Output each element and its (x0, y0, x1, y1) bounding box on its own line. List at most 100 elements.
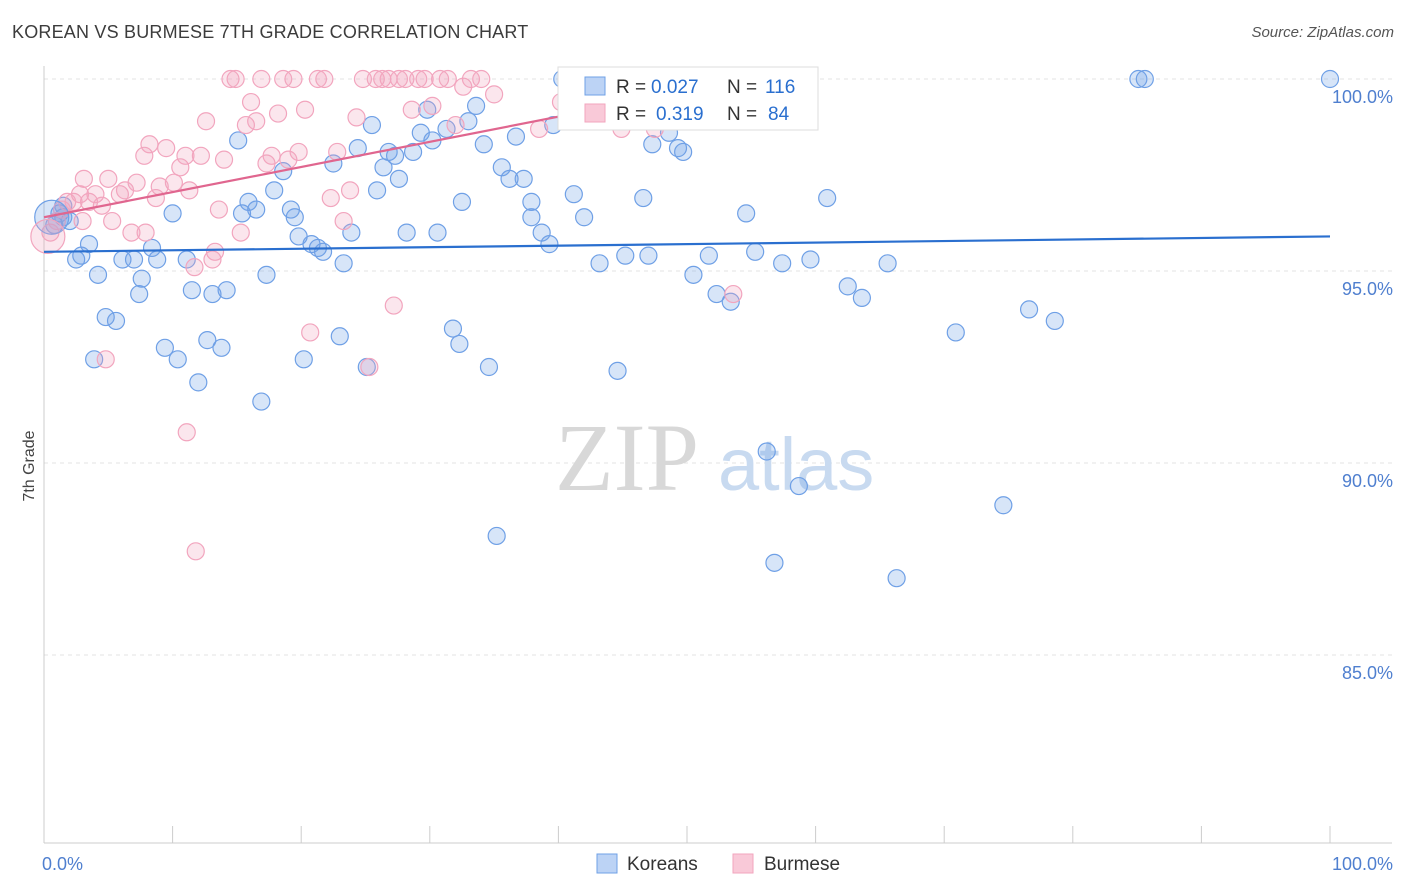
burmese-point-22 (171, 158, 190, 177)
koreans-point-44 (330, 327, 349, 346)
watermark-atlas: atlas (718, 423, 874, 506)
koreans-point-33 (257, 265, 276, 284)
koreans-point-100 (789, 476, 808, 496)
burmese-point-78 (96, 350, 115, 369)
burmese-point-44 (289, 142, 308, 162)
koreans-point-97 (757, 442, 776, 461)
koreans-point-111 (1129, 69, 1148, 89)
burmese-point-52 (340, 181, 360, 200)
burmese-point-70 (461, 69, 481, 89)
burmese-point-20 (157, 139, 176, 158)
koreans-point-73 (514, 169, 533, 188)
koreans-point-83 (608, 361, 627, 380)
burmese-point-10 (99, 169, 118, 188)
burmese-point-17 (140, 135, 159, 154)
burmese-n-label: N = (727, 104, 757, 125)
burmese-point-69 (454, 77, 473, 96)
koreans-point-16 (142, 238, 162, 258)
burmese-point-11 (103, 211, 122, 231)
koreans-n-value: 116 (765, 77, 795, 98)
burmese-point-33 (231, 223, 250, 242)
legend-koreans-label: Koreans (627, 854, 698, 875)
koreans-point-37 (285, 208, 304, 227)
burmese-point-61 (396, 69, 415, 89)
burmese-point-65 (423, 96, 442, 115)
koreans-point-24 (198, 331, 217, 350)
burmese-point-16 (135, 146, 154, 165)
burmese-point-30 (214, 150, 234, 169)
koreans-point-22 (182, 281, 201, 300)
burmese-point-36 (247, 112, 266, 131)
koreans-point-66 (466, 96, 486, 115)
koreans-point-49 (362, 115, 382, 135)
burmese-point-15 (127, 173, 146, 192)
koreans-point-9 (96, 307, 115, 327)
koreans-point-18 (155, 338, 174, 357)
koreans-r-value: 0.027 (651, 77, 699, 98)
koreans-point-109 (1019, 300, 1039, 319)
y-tick-label-0: 85.0% (1342, 663, 1393, 683)
koreans-point-110 (1045, 311, 1064, 331)
y-tick-label-1: 90.0% (1342, 471, 1393, 491)
koreans-point-87 (643, 135, 662, 154)
burmese-point-67 (438, 69, 457, 89)
burmese-point-79 (177, 423, 196, 442)
koreans-point-113 (1320, 69, 1340, 89)
koreans-point-45 (334, 254, 353, 273)
burmese-point-23 (176, 146, 195, 165)
koreans-point-96 (746, 242, 765, 261)
burmese-point-8 (86, 185, 105, 204)
koreans-point-20 (163, 204, 182, 223)
koreans-swatch (584, 76, 606, 96)
koreans-point-75 (522, 192, 541, 211)
burmese-point-62 (402, 100, 421, 119)
legend-koreans-swatch (596, 853, 618, 874)
burmese-point-29 (209, 200, 228, 219)
series-legend: Koreans Burmese (596, 853, 840, 875)
burmese-point-32 (226, 69, 245, 89)
burmese-point-27 (196, 112, 216, 131)
koreans-point-85 (634, 188, 653, 208)
koreans-point-56 (403, 142, 423, 162)
koreans-n-label: N = (727, 77, 757, 98)
burmese-point-53 (347, 108, 366, 127)
koreans-trend-line (43, 235, 1331, 253)
burmese-point-59 (384, 296, 403, 315)
gridlines (44, 78, 1392, 656)
koreans-point-108 (994, 496, 1013, 515)
koreans-point-77 (540, 235, 559, 254)
koreans-point-50 (367, 181, 387, 200)
burmese-point-73 (530, 119, 549, 139)
legend-burmese-label: Burmese (764, 854, 840, 875)
koreans-point-15 (130, 284, 149, 304)
koreans-point-72 (506, 127, 526, 146)
koreans-point-7 (72, 246, 91, 265)
koreans-point-95 (737, 204, 756, 223)
burmese-point-68 (446, 115, 465, 135)
burmese-point-51 (334, 211, 353, 231)
koreans-point-103 (838, 277, 857, 296)
burmese-point-25 (185, 258, 204, 277)
source-label: Source: ZipAtlas.com (1251, 24, 1394, 41)
burmese-point-42 (279, 150, 298, 169)
burmese-point-41 (274, 69, 293, 89)
koreans-point-54 (389, 169, 409, 188)
koreans-point-19 (168, 350, 187, 369)
burmese-point-46 (301, 323, 320, 342)
koreans-point-112 (1135, 69, 1154, 89)
burmese-point-21 (164, 173, 183, 192)
burmese-point-40 (268, 104, 288, 123)
koreans-point-23 (189, 373, 208, 392)
koreans-point-99 (773, 254, 792, 273)
x-tick-label-max: 100.0% (1332, 854, 1393, 874)
burmese-point-81 (205, 242, 225, 261)
burmese-point-60 (389, 69, 409, 89)
burmese-point-77 (724, 284, 743, 304)
tick-labels: 85.0% 90.0% 95.0% 100.0% 0.0% 100.0% (42, 87, 1393, 874)
koreans-point-42 (313, 242, 333, 261)
koreans-point-84 (616, 246, 635, 265)
stats-legend: R = 0.027 N = 116 R = 0.319 N = 84 (557, 66, 819, 131)
koreans-point-105 (878, 254, 897, 273)
burmese-point-80 (186, 542, 205, 561)
burmese-point-72 (485, 85, 504, 104)
